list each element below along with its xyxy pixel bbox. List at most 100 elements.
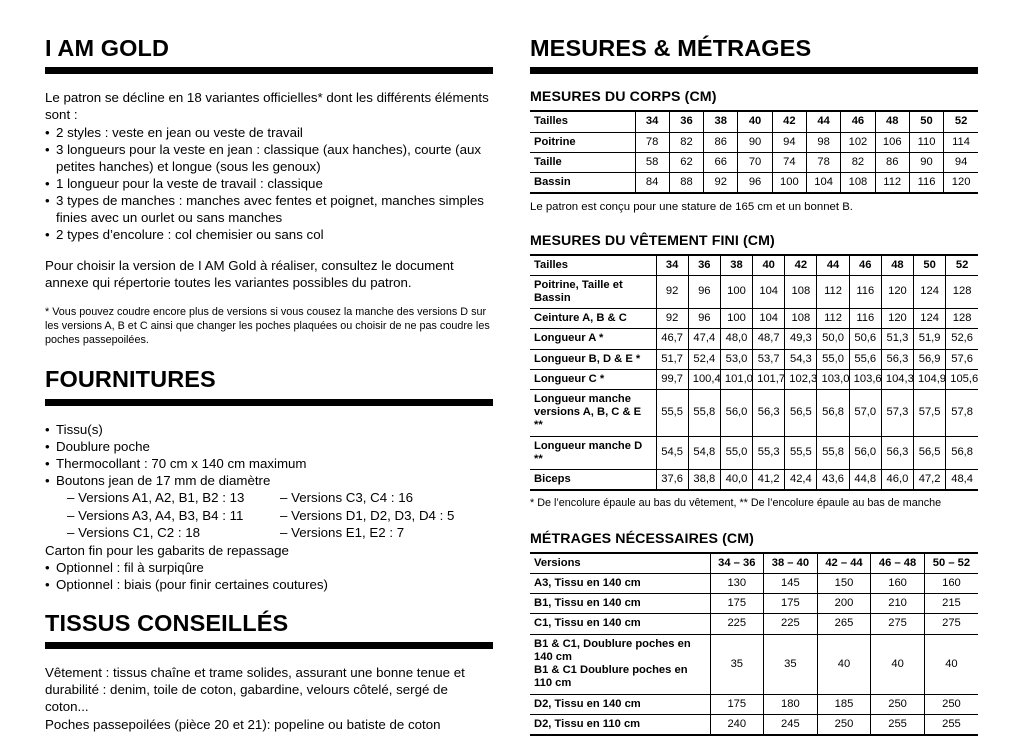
table-cell: 40,0 [719,469,753,492]
table-row: Taille 58 62 66 70 74 78 82 86 90 94 [530,152,978,174]
table-row: Longueur A * 46,7 47,4 48,0 48,7 49,3 50,0 50,6… [530,328,978,350]
table-cell: 104,9 [913,369,946,391]
list-item: – Versions C3, C4 : 16 [280,490,414,506]
row-label: C1, Tissu en 140 cm [530,613,710,635]
table-cell: 225 [709,613,764,635]
table-cell: 40 [923,634,978,695]
fournitures-bullet-list: Tissu(s)Doublure pocheThermocollant : 70… [45,421,493,489]
table-cell: 94 [943,152,978,174]
table-cell: 120 [943,172,978,195]
table-cell: 124 [913,308,946,330]
row-label: B1 & C1, Doublure poches en 140 cm B1 & C… [530,634,710,695]
column-header-size: 44 [805,110,841,133]
row-label: B1, Tissu en 140 cm [530,593,710,615]
row-label: Longueur manche versions A, B, C & E ** [530,389,657,437]
table-cell: 55,0 [816,349,850,370]
column-header-size: 42 [771,110,807,133]
table-row: D2, Tissu en 110 cm 240 245 250 255 255 [530,714,978,736]
column-header-size: 42 [784,253,817,276]
table-title-metrages: MÉTRAGES NÉCESSAIRES (CM) [530,530,754,547]
row-label: Biceps [530,469,657,492]
list-item: Optionnel : biais (pour finir certaines … [45,576,493,593]
table-cell: 112 [816,275,850,310]
fournitures-title: FOURNITURES [45,366,216,393]
table-metrages-necessaires: Versions 34 – 36 38 – 40 42 – 44 46 – 48 50 –… [530,551,978,736]
table-cell: 50,0 [816,328,850,350]
table-cell: 57,3 [880,389,914,437]
table-cell: 35 [763,634,818,695]
table-cell: 54,5 [655,436,689,471]
column-header-size: 52 [943,110,978,133]
column-header-size: 38 [703,110,738,133]
intro-paragraph: Le patron se décline en 18 variantes off… [45,90,489,123]
column-header-size: 46 – 48 [870,551,925,575]
table-cell: 55,8 [687,389,721,437]
table-cell: 46,7 [655,328,689,350]
table-header-row: Tailles 34 36 38 40 42 44 46 48 50 52 [530,110,978,133]
table-cell: 56,3 [880,436,914,471]
table-cell: 110 [908,132,944,153]
table-cell: 100,4 [687,369,721,391]
table-cell: 160 [923,573,978,595]
table-cell: 51,3 [880,328,914,350]
table-cell: 99,7 [655,369,689,391]
column-header-size: 46 [848,253,882,276]
table-cell: 94 [771,132,807,153]
table-cell: 100 [719,308,753,330]
table-row: Longueur B, D & E * 51,7 52,4 53,0 53,7 54,3 5… [530,349,978,370]
table-cell: 52,4 [687,349,721,370]
table-cell: 41,2 [752,469,785,492]
table-cell: 62 [668,152,704,174]
column-header-size: 34 [655,253,689,276]
table-cell: 96 [687,275,721,310]
table-cell: 55,5 [784,436,817,471]
table-cell: 124 [913,275,946,310]
button-counts-right: – Versions C3, C4 : 16– Versions D1, D2,… [280,489,493,542]
table-cell: 105,6 [945,369,978,391]
table-cell: 48,7 [752,328,785,350]
table-cell: 78 [634,132,670,153]
table-cell: 92 [703,172,738,195]
table-cell: 70 [737,152,773,174]
table-title-corps: MESURES DU CORPS (CM) [530,89,717,106]
table-cell: 116 [848,308,882,330]
table-cell: 116 [908,172,944,195]
table-cell: 78 [805,152,841,174]
row-label: Taille [530,152,635,174]
table-cell: 37,6 [655,469,689,492]
table-cell: 108 [784,308,817,330]
list-item: – Versions C1, C2 : 18 [67,525,201,541]
table-cell: 175 [763,593,818,615]
tissus-line: Vêtement : tissus chaîne et trame solide… [45,665,465,715]
row-label: D2, Tissu en 140 cm [530,694,710,715]
table-row: Poitrine, Taille et Bassin 92 96 100 104 108 1… [530,275,978,310]
table-mesures-vetement-fini: Tailles 34 36 38 40 42 44 46 48 50 52 Poitrine, Tai… [530,253,978,492]
table-cell: 275 [870,613,925,635]
row-label: Longueur B, D & E * [530,349,657,370]
table-row: B1, Tissu en 140 cm 175 175 200 210 215 [530,593,978,615]
table-cell: 55,3 [752,436,785,471]
column-header-size: 36 [668,110,704,133]
table-cell: 40 [870,634,925,695]
column-header-size: 40 [752,253,785,276]
table-cell: 240 [709,714,764,736]
table-row: C1, Tissu en 140 cm 225 225 265 275 275 [530,613,978,635]
column-header-size: 36 [687,253,721,276]
column-header-size: 50 [908,110,944,133]
fournitures-rule [45,398,493,406]
table-cell: 92 [655,275,689,310]
corps-table-note: Le patron est conçu pour une stature de … [530,201,853,214]
table-cell: 56,0 [719,389,753,437]
mesures-metrages-title: MESURES & MÉTRAGES [530,35,812,61]
column-header-size: 48 [880,253,914,276]
row-label: Longueur C * [530,369,657,391]
table-cell: 57,0 [848,389,882,437]
column-header-size: 46 [840,110,876,133]
column-header-label: Versions [530,551,710,575]
row-label: Ceinture A, B & C [530,308,657,330]
table-cell: 108 [840,172,876,195]
table-cell: 54,8 [687,436,721,471]
table-cell: 48,0 [719,328,753,350]
table-cell: 112 [874,172,910,195]
